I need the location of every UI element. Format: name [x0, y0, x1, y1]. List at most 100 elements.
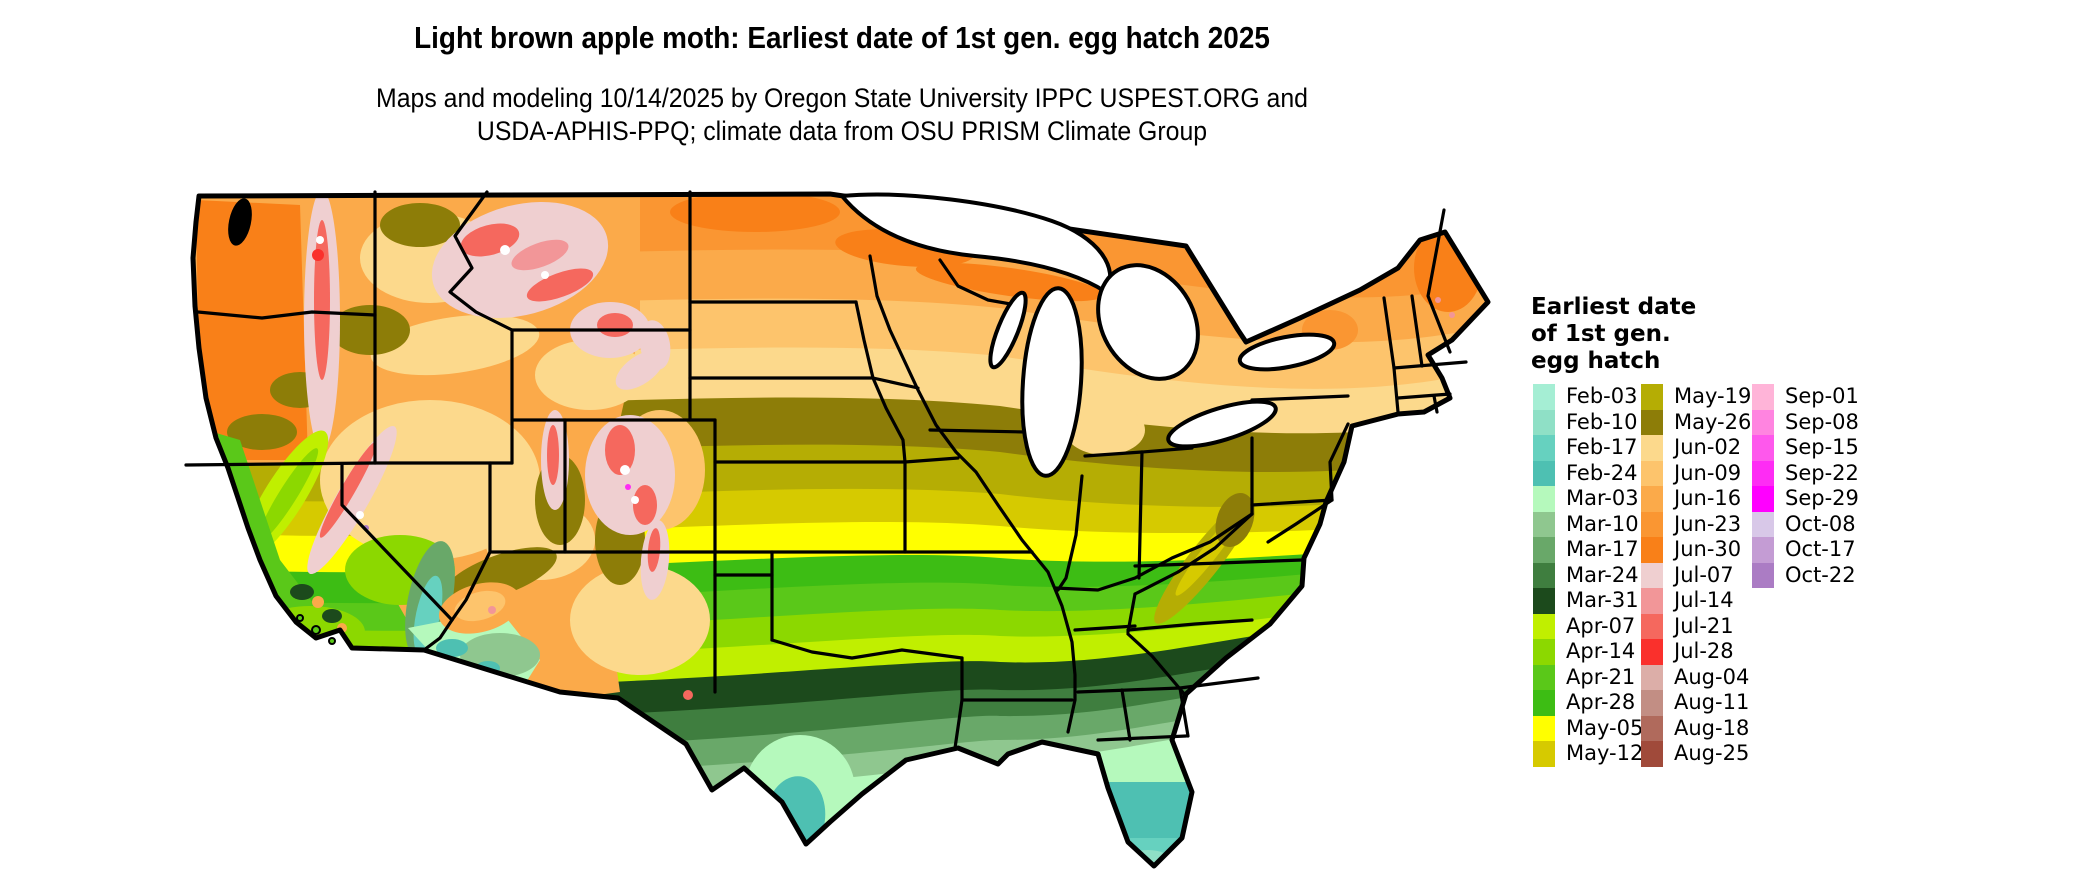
- legend-label: Feb-10: [1566, 409, 1638, 434]
- legend-entry: Aug-11: [1641, 690, 1751, 716]
- great-lakes: [840, 192, 1337, 478]
- legend-swatch: [1641, 486, 1663, 512]
- legend-entry: Mar-31: [1533, 588, 1643, 614]
- legend-label: Jul-21: [1674, 613, 1734, 638]
- page-title: Light brown apple moth: Earliest date of…: [414, 20, 1270, 55]
- legend-entry: Jul-14: [1641, 588, 1751, 614]
- legend-label: May-26: [1674, 409, 1752, 434]
- legend-swatch: [1641, 384, 1663, 410]
- legend-entry: Aug-25: [1641, 741, 1751, 767]
- legend-entry: Feb-10: [1533, 409, 1643, 435]
- legend-swatch: [1533, 486, 1555, 512]
- legend-entry: Sep-22: [1752, 460, 1859, 486]
- legend-column-3: Sep-01 Sep-08 Sep-15 Sep-22 Sep-29 Oct-08 Oct-…: [1752, 384, 1859, 588]
- legend-entry: Sep-29: [1752, 486, 1859, 512]
- legend-entry: Feb-24: [1533, 460, 1643, 486]
- legend-label: Jun-09: [1674, 460, 1742, 485]
- legend-label: Apr-21: [1566, 664, 1636, 689]
- lake-erie: [1166, 399, 1278, 449]
- legend-entry: Oct-22: [1752, 562, 1859, 588]
- legend-swatch: [1752, 409, 1774, 435]
- legend-label: Sep-08: [1785, 409, 1859, 434]
- channel-islands: [296, 614, 336, 645]
- legend-swatch: [1752, 511, 1774, 537]
- map-fill-layers: [193, 194, 1488, 866]
- legend-label: May-12: [1566, 741, 1644, 765]
- legend-label: Oct-17: [1785, 537, 1856, 561]
- legend-swatch: [1533, 384, 1555, 410]
- legend-entry: Jul-28: [1641, 639, 1751, 665]
- legend-label: Sep-29: [1785, 486, 1859, 510]
- legend-column-2: May-19 May-26 Jun-02 Jun-09 Jun-16 Jun-23 Jun-…: [1641, 384, 1751, 767]
- legend-swatch: [1641, 664, 1663, 690]
- lake-huron: [1096, 263, 1200, 381]
- legend-entry: Sep-01: [1752, 384, 1859, 410]
- legend-entry: Mar-24: [1533, 562, 1643, 588]
- legend-label: Jun-23: [1674, 511, 1742, 536]
- legend-label: Oct-08: [1785, 511, 1856, 536]
- legend-swatch: [1533, 460, 1555, 486]
- legend-title: Earliest date of 1st gen. egg hatch: [1531, 294, 1697, 374]
- legend-swatch: [1533, 639, 1555, 665]
- subtitle-line-2: USDA-APHIS-PPQ; climate data from OSU PR…: [476, 116, 1208, 146]
- legend-label: May-05: [1566, 715, 1644, 740]
- legend-entry: Feb-03: [1533, 384, 1643, 410]
- legend-entry: Apr-07: [1533, 613, 1643, 639]
- legend-swatch: [1752, 460, 1774, 486]
- legend-label: Mar-24: [1566, 562, 1639, 587]
- legend-entry: May-05: [1533, 715, 1644, 741]
- legend-swatch: [1533, 588, 1555, 614]
- legend-label: Sep-01: [1785, 384, 1859, 408]
- legend-entry: Apr-28: [1533, 690, 1643, 716]
- legend-entry: Sep-15: [1752, 435, 1859, 461]
- legend-label: Jul-07: [1674, 562, 1734, 587]
- legend-entry: Aug-18: [1641, 715, 1751, 741]
- legend-label: Mar-03: [1566, 486, 1639, 510]
- legend-entry: Sep-08: [1752, 409, 1859, 435]
- legend-swatch: [1641, 435, 1663, 461]
- legend-swatch: [1533, 664, 1555, 690]
- legend-label: Sep-22: [1785, 460, 1859, 485]
- legend-label: Apr-28: [1566, 690, 1636, 714]
- legend-entry: Apr-14: [1533, 639, 1643, 665]
- green-bay: [988, 290, 1028, 370]
- legend-swatch: [1533, 613, 1555, 639]
- legend-swatch: [1641, 639, 1663, 665]
- legend-swatch: [1533, 537, 1555, 563]
- lake-ontario: [1237, 332, 1337, 372]
- legend-swatch: [1641, 537, 1663, 563]
- legend-label: Aug-18: [1674, 715, 1750, 740]
- legend-entry: May-19: [1641, 384, 1751, 410]
- legend-label: Jun-02: [1674, 435, 1742, 459]
- legend-swatch: [1533, 690, 1555, 716]
- legend-entry: Aug-04: [1641, 664, 1751, 690]
- legend-swatch: [1533, 741, 1555, 767]
- legend-label: Jul-14: [1674, 588, 1734, 612]
- legend-label: Jun-30: [1674, 537, 1742, 561]
- legend-swatch: [1533, 511, 1555, 537]
- puget-sound: [228, 198, 252, 246]
- us-outline: [190, 191, 1491, 869]
- lake-michigan: [1020, 286, 1084, 478]
- legend-swatch: [1752, 384, 1774, 410]
- legend-entry: Jun-09: [1641, 460, 1751, 486]
- legend-label: Feb-03: [1566, 384, 1638, 408]
- legend-label: Oct-22: [1785, 562, 1856, 587]
- page-subtitle: Maps and modeling 10/14/2025 by Oregon S…: [376, 82, 1308, 148]
- legend-entry: Jul-07: [1641, 562, 1751, 588]
- legend-swatch: [1641, 588, 1663, 614]
- legend-label: Jul-28: [1674, 639, 1734, 663]
- legend-swatch: [1641, 613, 1663, 639]
- legend-label: Apr-14: [1566, 639, 1636, 663]
- legend-swatch: [1533, 562, 1555, 588]
- legend-entry: Mar-03: [1533, 486, 1643, 512]
- legend-label: Feb-17: [1566, 435, 1638, 459]
- legend-entry: Mar-10: [1533, 511, 1643, 537]
- legend-label: Sep-15: [1785, 435, 1859, 459]
- legend-label: Apr-07: [1566, 613, 1636, 638]
- subtitle-line-1: Maps and modeling 10/14/2025 by Oregon S…: [376, 83, 1308, 113]
- state-borders: [184, 190, 1468, 750]
- legend-swatch: [1533, 435, 1555, 461]
- legend-column-1: Feb-03 Feb-10 Feb-17 Feb-24 Mar-03 Mar-10 Mar-…: [1533, 384, 1643, 767]
